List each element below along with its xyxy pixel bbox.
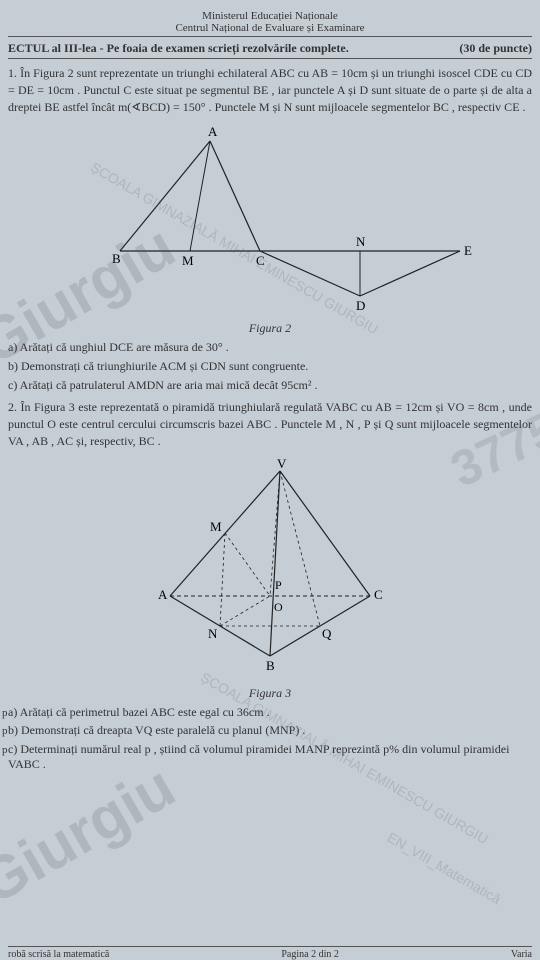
svg-text:A: A xyxy=(158,587,168,602)
margin-p-c: p xyxy=(2,744,8,756)
footer-right: Varia xyxy=(511,949,532,960)
figure-2-label: Figura 2 xyxy=(8,321,532,336)
svg-text:A: A xyxy=(208,124,218,139)
watermark-giurgiu-2: Giurgiu xyxy=(0,751,186,917)
svg-text:V: V xyxy=(277,456,287,471)
watermark-en: EN_VIII_Matematică xyxy=(385,829,504,907)
section-title: ECTUL al III-lea - Pe foaia de examen sc… xyxy=(8,41,532,59)
problem-1c: c) Arătați că patrulaterul AMDN are aria… xyxy=(8,378,532,394)
figure-3-label: Figura 3 xyxy=(8,686,532,701)
section-points: (30 de puncte) xyxy=(459,41,532,56)
svg-text:Q: Q xyxy=(322,626,332,641)
problem-2-text: 2. În Figura 3 este reprezentată o piram… xyxy=(8,399,532,449)
svg-text:B: B xyxy=(266,658,275,673)
svg-text:C: C xyxy=(256,253,265,268)
page-footer: robă scrisă la matematică Varia Pagina 2… xyxy=(8,946,532,960)
figure-2-svg: A B M C N E D xyxy=(60,121,480,311)
figure-3-svg: V A B C M N O P Q xyxy=(120,456,420,676)
svg-text:N: N xyxy=(356,234,366,249)
ministry-line: Ministerul Educației Naționale xyxy=(8,10,532,22)
svg-text:E: E xyxy=(464,243,472,258)
svg-text:O: O xyxy=(274,600,283,614)
section-title-text: ECTUL al III-lea - Pe foaia de examen sc… xyxy=(8,41,349,55)
svg-text:D: D xyxy=(356,298,365,311)
footer-left: robă scrisă la matematică xyxy=(8,949,109,960)
svg-text:B: B xyxy=(112,251,121,266)
problem-2c: c) Determinați numărul real p , știind c… xyxy=(8,742,532,773)
svg-text:C: C xyxy=(374,587,383,602)
figure-3-container: V A B C M N O P Q xyxy=(8,456,532,680)
svg-text:M: M xyxy=(210,519,222,534)
problem-1-text: 1. În Figura 2 sunt reprezentate un triu… xyxy=(8,65,532,115)
svg-text:P: P xyxy=(275,578,282,592)
margin-p-b: p xyxy=(2,725,8,737)
figure-2-container: A B M C N E D xyxy=(8,121,532,315)
document-header: Ministerul Educației Naționale Centrul N… xyxy=(8,10,532,37)
svg-text:M: M xyxy=(182,253,194,268)
svg-text:N: N xyxy=(208,626,218,641)
problem-2b: b) Demonstrați că dreapta VQ este parale… xyxy=(8,723,532,739)
problem-1a: a) Arătați că unghiul DCE are măsura de … xyxy=(8,340,532,356)
problem-1b: b) Demonstrați că triunghiurile ACM și C… xyxy=(8,359,532,375)
problem-2a: a) Arătați că perimetrul bazei ABC este … xyxy=(8,705,532,721)
margin-p-a: p xyxy=(2,707,8,719)
center-line: Centrul Național de Evaluare și Examinar… xyxy=(8,22,532,34)
